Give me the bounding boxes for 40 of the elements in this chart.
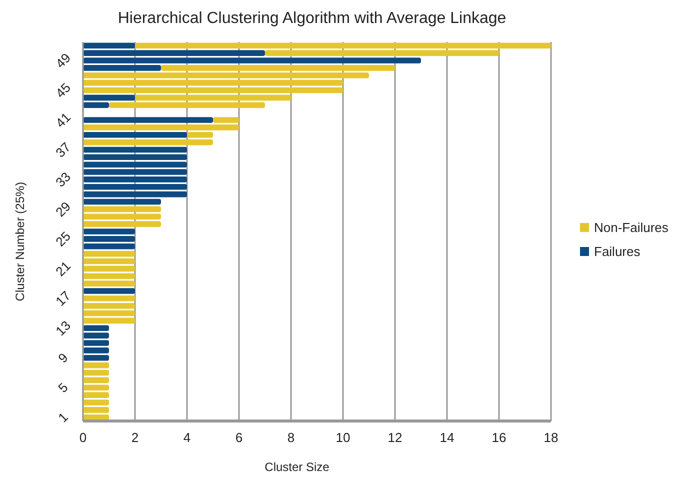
y-tick-label: 37 — [52, 139, 74, 160]
y-tick-label: 25 — [52, 228, 74, 250]
x-tick-label: 10 — [336, 430, 350, 446]
x-tick-label: 16 — [492, 430, 506, 446]
y-axis-title: Cluster Number (25%) — [13, 182, 27, 302]
y-tick-label: 13 — [52, 318, 74, 339]
y-tick-label: 9 — [55, 350, 71, 366]
x-tick-label: 2 — [131, 430, 139, 446]
bar — [83, 132, 187, 138]
legend-label: Non-Failures — [594, 220, 669, 235]
x-tick-label: 0 — [79, 430, 87, 446]
y-tick-label: 33 — [52, 169, 74, 190]
x-tick-label: 4 — [183, 430, 191, 446]
legend-label: Failures — [594, 244, 641, 259]
y-tick-label: 17 — [52, 288, 74, 309]
x-tick-label: 14 — [440, 430, 454, 446]
chart-title: Hierarchical Clustering Algorithm with Average Linkage — [118, 10, 506, 27]
y-tick-label: 49 — [52, 50, 74, 71]
x-tick-label: 8 — [287, 430, 295, 446]
bar — [83, 198, 161, 205]
y-tick-label: 45 — [52, 80, 74, 101]
x-axis-title: Cluster Size — [264, 460, 330, 474]
y-tick-label: 21 — [52, 258, 74, 280]
y-tick-label: 1 — [55, 410, 71, 426]
bar — [83, 362, 109, 368]
bar — [83, 318, 135, 324]
y-tick-label: 5 — [55, 380, 71, 396]
bar — [83, 310, 135, 316]
bar — [83, 288, 135, 294]
bar — [83, 146, 187, 153]
y-tick-label: 29 — [52, 198, 74, 220]
bar — [83, 117, 213, 123]
bar — [83, 87, 343, 94]
x-tick-label: 12 — [388, 430, 402, 446]
y-tick-label: 41 — [52, 110, 74, 130]
bar — [83, 370, 109, 376]
x-tick-label: 6 — [235, 430, 243, 446]
bar — [83, 250, 135, 257]
x-tick-label: 18 — [544, 430, 558, 446]
bar — [83, 258, 135, 264]
